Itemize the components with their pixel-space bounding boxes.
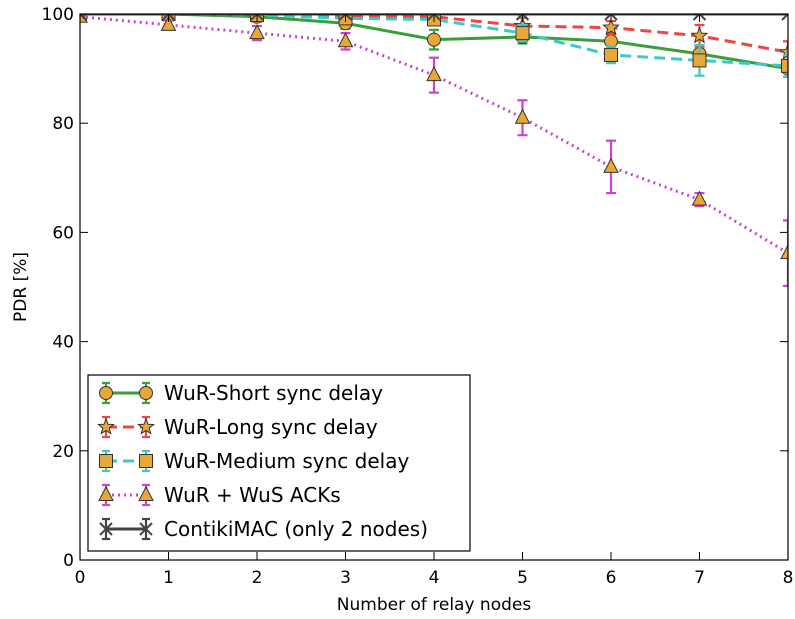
- data-point-3-1: [160, 15, 177, 31]
- legend-marker-0-b: [139, 386, 153, 400]
- legend-marker-3-b: [138, 485, 154, 501]
- y-tick-label-4: 80: [52, 114, 74, 134]
- data-point-3-3: [337, 32, 354, 48]
- error-bar-3-8: [783, 219, 788, 288]
- series-layer: [80, 14, 788, 288]
- x-tick-label-3: 3: [340, 568, 351, 588]
- data-point-4-8: [781, 14, 788, 21]
- data-point-3-8: [780, 244, 788, 260]
- y-tick-label-2: 40: [52, 333, 74, 353]
- data-point-4-4: [427, 14, 441, 21]
- y-tick-label-1: 20: [52, 442, 74, 462]
- x-tick-label-6: 6: [606, 568, 617, 588]
- legend-label-1: WuR-Long sync delay: [164, 415, 378, 439]
- data-point-3-5: [514, 108, 531, 124]
- data-point-2-8: [781, 58, 788, 73]
- legend-item-3: WuR + WuS ACKs: [98, 483, 341, 507]
- data-point-4-1: [161, 14, 176, 21]
- y-tick-label-5: 100: [42, 5, 74, 25]
- y-axis-label: PDR [%]: [11, 252, 31, 322]
- data-point-2-7: [692, 53, 707, 68]
- legend-marker-1-a: [97, 417, 115, 435]
- data-point-4-2: [250, 14, 264, 21]
- legend-label-3: WuR + WuS ACKs: [164, 483, 341, 507]
- data-point-4-5: [515, 14, 530, 21]
- data-point-2-6: [604, 47, 618, 62]
- x-tick-label-4: 4: [429, 568, 440, 588]
- data-point-4-6: [604, 14, 618, 21]
- x-axis-label: Number of relay nodes: [337, 595, 532, 615]
- data-point-3-6: [603, 157, 619, 173]
- legend-label-0: WuR-Short sync delay: [164, 381, 383, 405]
- data-point-1-7: [690, 26, 709, 44]
- x-tick-label-1: 1: [163, 568, 174, 588]
- data-point-0-4: [427, 32, 441, 47]
- data-point-3-7: [691, 190, 708, 206]
- legend-marker-0-a: [99, 386, 113, 400]
- legend: WuR-Short sync delay WuR-Long sync delay W…: [87, 374, 471, 552]
- legend-marker-2-b: [139, 454, 153, 468]
- data-point-3-2: [249, 24, 265, 40]
- data-point-4-3: [338, 14, 353, 21]
- legend-marker-1-b: [137, 417, 155, 435]
- legend-item-2: WuR-Medium sync delay: [99, 449, 409, 473]
- legend-item-1: WuR-Long sync delay: [97, 415, 378, 439]
- legend-marker-3-a: [98, 485, 114, 501]
- data-point-1-6: [602, 18, 620, 36]
- series-3: [80, 14, 788, 288]
- x-tick-label-2: 2: [252, 568, 263, 588]
- legend-marker-4-a: [99, 522, 113, 536]
- legend-item-4: ContikiMAC (only 2 nodes): [99, 517, 428, 541]
- y-tick-label-3: 60: [52, 223, 74, 243]
- x-tick-label-8: 8: [783, 568, 794, 588]
- data-point-2-5: [515, 26, 530, 41]
- x-tick-label-0: 0: [75, 568, 86, 588]
- legend-label-4: ContikiMAC (only 2 nodes): [164, 517, 428, 541]
- legend-marker-4-b: [139, 522, 153, 536]
- data-point-4-7: [692, 14, 707, 21]
- data-point-3-4: [426, 66, 442, 82]
- error-bar-2-8: [783, 53, 788, 78]
- data-point-4-0: [80, 14, 87, 21]
- x-tick-label-7: 7: [694, 568, 705, 588]
- x-tick-label-5: 5: [517, 568, 528, 588]
- legend-marker-2-a: [99, 454, 113, 468]
- legend-label-2: WuR-Medium sync delay: [164, 449, 409, 473]
- legend-item-0: WuR-Short sync delay: [99, 381, 383, 405]
- y-tick-label-0: 0: [63, 551, 74, 571]
